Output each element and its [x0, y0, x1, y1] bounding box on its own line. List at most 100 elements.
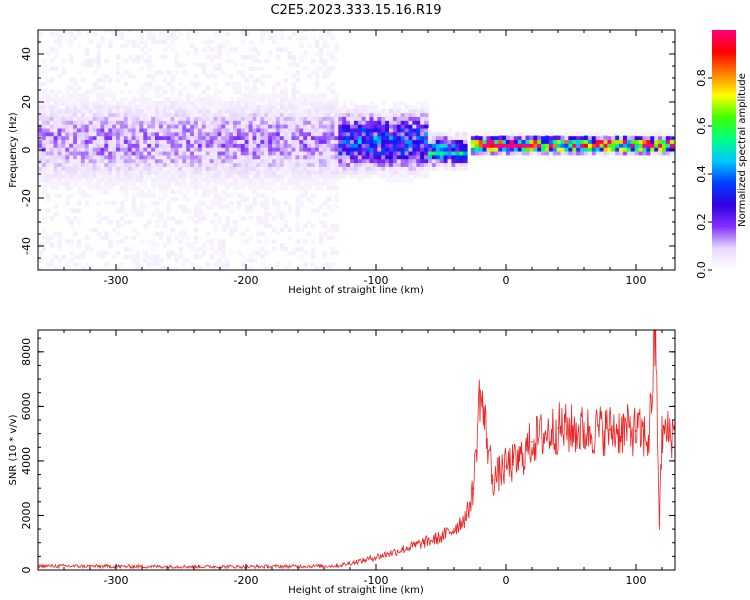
spectrogram-cell	[463, 158, 468, 164]
spectrogram-cell	[84, 97, 90, 102]
spectrogram-cell	[611, 143, 616, 148]
spectrogram-cell	[268, 150, 273, 156]
spectrogram-cell	[194, 101, 199, 106]
spectrogram-cell	[521, 143, 527, 148]
spectrogram-cell	[190, 246, 195, 252]
spectrogram-cell	[77, 243, 82, 248]
spectrogram-cell	[73, 135, 78, 141]
spectrogram-cell	[41, 227, 47, 233]
spectrogram-cell	[139, 174, 144, 179]
spectrogram-cell	[322, 170, 328, 175]
spectrogram-cell	[576, 139, 581, 144]
spectrogram-cell	[217, 150, 222, 156]
spectrogram-cell	[186, 89, 191, 94]
spectrogram-cell	[104, 170, 109, 175]
spectrogram-cell	[147, 74, 152, 79]
spectrogram-cell	[123, 193, 129, 198]
spectrogram-cell	[416, 174, 421, 179]
spectrogram-cell	[392, 120, 398, 125]
spectrogram-cell	[599, 131, 605, 137]
spectrogram-cell	[591, 131, 597, 137]
spectrogram-cell	[389, 135, 394, 141]
spectrogram-cell	[209, 116, 215, 121]
spectrogram-cell	[174, 124, 179, 129]
spectrogram-cell	[236, 193, 242, 198]
spectrogram-cell	[287, 120, 293, 125]
spectrogram-cell	[84, 170, 90, 175]
spectrogram-cell	[166, 200, 172, 206]
spectrogram-cell	[314, 108, 320, 114]
spectrogram-cell	[190, 116, 195, 121]
spectrogram-cell	[291, 177, 296, 183]
spectrogram-cell	[517, 150, 523, 156]
spectrogram-cell	[314, 116, 320, 121]
spectrogram-cell	[256, 250, 261, 256]
spectrogram-cell	[178, 231, 183, 237]
spectrogram-cell	[213, 101, 218, 106]
spectrogram-cell	[299, 166, 304, 171]
spectrogram-cell	[244, 54, 250, 60]
spectrogram-cell	[209, 239, 215, 244]
spectrogram-cell	[119, 262, 125, 267]
spectrogram-cell	[607, 131, 612, 137]
spectrogram-cell	[447, 150, 452, 156]
spectrogram-cell	[240, 31, 246, 37]
spectrogram-cell	[201, 89, 207, 94]
spectrogram-cell	[420, 150, 425, 156]
spectrogram-cell	[275, 174, 281, 179]
spectrogram-cell	[529, 135, 534, 141]
spectrogram-cell	[41, 89, 47, 94]
spectrogram-cell	[584, 147, 589, 152]
spectrogram-cell	[490, 143, 495, 148]
spectrogram-cell	[463, 135, 468, 141]
spectrogram-cell	[303, 112, 308, 117]
spectrogram-cell	[338, 112, 343, 117]
spectrogram-cell	[104, 150, 109, 156]
colorbar-tick-label: 0.6	[695, 117, 708, 135]
spectrogram-cell	[334, 139, 339, 144]
spectrogram-cell	[545, 139, 550, 144]
spectrogram-cell	[603, 147, 608, 152]
spectrogram-cell	[229, 170, 234, 175]
spectrogram-cell	[205, 131, 211, 137]
spectrogram-cell	[307, 147, 312, 152]
spectrogram-cell	[57, 89, 62, 94]
spectrogram-cell	[307, 131, 312, 137]
spectrogram-cell	[77, 70, 82, 75]
spectrogram-cell	[275, 131, 281, 137]
spectrogram-cell	[84, 193, 90, 198]
spectrogram-cell	[49, 78, 55, 83]
spectrogram-cell	[346, 139, 351, 144]
spectrogram-cell	[96, 177, 101, 183]
spectrogram-cell	[307, 166, 312, 171]
spectrogram-cell	[49, 89, 55, 94]
spectrogram-cell	[166, 127, 172, 133]
spectrogram-cell	[330, 124, 335, 129]
spectrogram-cell	[314, 127, 320, 133]
spectrogram-cell	[322, 158, 328, 164]
spectrogram-cell	[45, 104, 51, 110]
spectrogram-cell	[53, 170, 59, 175]
spectrogram-cell	[73, 181, 78, 187]
spectrogram-cell	[119, 200, 125, 206]
spectrogram-cell	[264, 162, 269, 167]
spectrogram-cell	[147, 174, 152, 179]
spectrogram-cell	[408, 166, 413, 171]
spectrogram-cell	[166, 43, 172, 48]
spectrogram-cell	[84, 177, 90, 183]
spectrogram-cell	[252, 85, 257, 91]
spectrogram-cell	[311, 239, 316, 244]
spectrogram-cell	[283, 85, 289, 91]
spectrogram-cell	[303, 120, 308, 125]
spectrogram-cell	[416, 120, 421, 125]
spectrogram-cell	[264, 127, 269, 133]
spectrogram-cell	[178, 120, 183, 125]
spectrogram-cell	[84, 108, 90, 114]
spectrogram-cell	[104, 74, 109, 79]
spectrogram-cell	[84, 162, 90, 167]
spectrogram-cell	[236, 81, 242, 87]
spectrogram-cell	[295, 124, 300, 129]
spectrogram-cell	[190, 81, 195, 87]
spectrogram-cell	[275, 101, 281, 106]
spectrogram-cell	[252, 101, 257, 106]
